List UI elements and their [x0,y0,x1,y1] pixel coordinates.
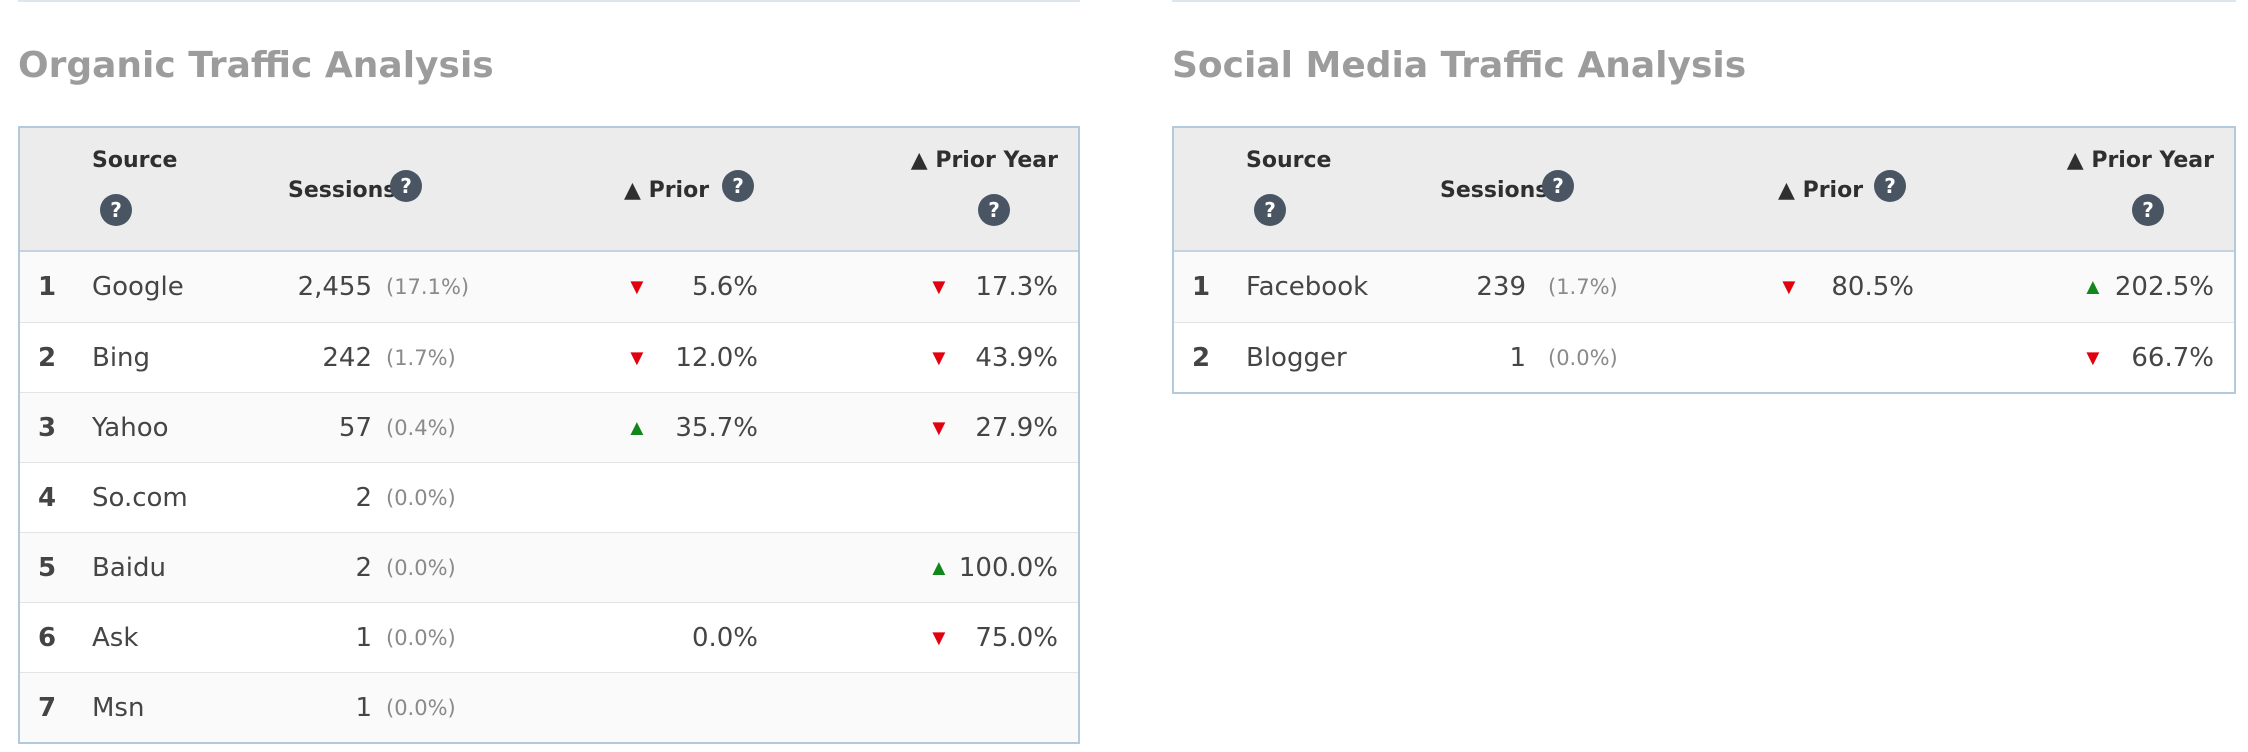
row-sessions: 57 [338,413,372,443]
trend-down-icon: ▼ [626,345,648,370]
row-sessions: 1 [355,693,372,723]
source-column-header[interactable]: Source [1246,148,1332,173]
organic-traffic-table: Source ? Sessions ? ▲ Prior ? ▲ Prior Ye… [18,126,1080,744]
table-row: 5 Baidu 2 (0.0%) ▲ 100.0% [20,532,1078,602]
row-prior-change: 5.6% [691,272,758,302]
prior-help-icon[interactable]: ? [722,170,754,202]
trend-down-icon: ▼ [928,415,950,440]
row-sessions-share: (0.0%) [1548,346,1618,370]
row-rank: 6 [38,623,57,653]
sessions-help-icon[interactable]: ? [390,170,422,202]
sessions-help-icon[interactable]: ? [1542,170,1574,202]
row-source-name[interactable]: Baidu [92,553,166,583]
row-rank: 2 [1192,343,1211,373]
prior-year-column-header[interactable]: ▲ Prior Year [2066,148,2214,173]
prior-year-column-header[interactable]: ▲ Prior Year [910,148,1058,173]
row-sessions: 1 [1509,343,1526,373]
row-sessions: 1 [355,623,372,653]
table-row: 2 Blogger 1 (0.0%) ▼ 66.7% [1174,322,2234,392]
row-source-name[interactable]: Google [92,272,184,302]
row-source-name[interactable]: Blogger [1246,343,1347,373]
table-header: Source ? Sessions ? ▲ Prior ? ▲ Prior Ye… [20,128,1078,252]
row-source-name[interactable]: So.com [92,483,188,513]
social-traffic-table: Source ? Sessions ? ▲ Prior ? ▲ Prior Ye… [1172,126,2236,394]
row-sessions-share: (0.0%) [386,626,456,650]
table-row: 6 Ask 1 (0.0%) 0.0% ▼ 75.0% [20,602,1078,672]
row-prior-year-change: 43.9% [975,343,1058,373]
row-source-name[interactable]: Ask [92,623,139,653]
trend-down-icon: ▼ [2082,345,2104,370]
trend-up-icon: ▲ [2082,274,2104,299]
trend-down-icon: ▼ [928,274,950,299]
row-prior-change: 80.5% [1831,272,1914,302]
table-row: 4 So.com 2 (0.0%) [20,462,1078,532]
table-row: 3 Yahoo 57 (0.4%) ▲ 35.7% ▼ 27.9% [20,392,1078,462]
sessions-column-header[interactable]: Sessions [288,178,397,203]
row-sessions: 242 [322,343,372,373]
row-prior-year-change: 75.0% [975,623,1058,653]
source-help-icon[interactable]: ? [1254,194,1286,226]
row-source-name[interactable]: Yahoo [92,413,169,443]
table-row: 7 Msn 1 (0.0%) [20,672,1078,742]
row-sessions-share: (0.0%) [386,556,456,580]
table-header: Source ? Sessions ? ▲ Prior ? ▲ Prior Ye… [1174,128,2234,252]
row-prior-change: 35.7% [675,413,758,443]
organic-traffic-panel: Organic Traffic Analysis Source ? Sessio… [18,0,1080,744]
row-sessions: 239 [1476,272,1526,302]
organic-table-body: 1 Google 2,455 (17.1%) ▼ 5.6% ▼ 17.3% 2 Bing 242 (1… [20,252,1078,742]
row-sessions-share: (17.1%) [386,275,470,299]
organic-panel-title: Organic Traffic Analysis [18,45,494,86]
trend-down-icon: ▼ [1778,274,1800,299]
row-sessions-share: (1.7%) [386,346,456,370]
sessions-column-header[interactable]: Sessions [1440,178,1549,203]
trend-up-icon: ▲ [626,415,648,440]
row-sessions-share: (0.0%) [386,696,456,720]
row-prior-change: 12.0% [675,343,758,373]
row-source-name[interactable]: Bing [92,343,151,373]
table-row: 1 Facebook 239 (1.7%) ▼ 80.5% ▲ 202.5% [1174,252,2234,322]
panel-divider [18,0,1080,2]
row-sessions: 2 [355,483,372,513]
row-rank: 2 [38,343,57,373]
prior-year-help-icon[interactable]: ? [978,194,1010,226]
trend-down-icon: ▼ [928,345,950,370]
row-sessions: 2,455 [297,272,372,302]
table-row: 1 Google 2,455 (17.1%) ▼ 5.6% ▼ 17.3% [20,252,1078,322]
row-prior-year-change: 202.5% [2114,272,2214,302]
row-rank: 1 [1192,272,1211,302]
row-prior-year-change: 66.7% [2131,343,2214,373]
trend-down-icon: ▼ [928,625,950,650]
row-prior-year-change: 17.3% [975,272,1058,302]
row-prior-year-change: 27.9% [975,413,1058,443]
prior-column-header[interactable]: ▲ Prior [1778,178,1864,203]
row-source-name[interactable]: Msn [92,693,145,723]
row-rank: 1 [38,272,57,302]
trend-up-icon: ▲ [928,555,950,580]
social-traffic-panel: Social Media Traffic Analysis Source ? S… [1172,0,2236,394]
row-prior-change: 0.0% [691,623,758,653]
row-sessions: 2 [355,553,372,583]
row-prior-year-change: 100.0% [958,553,1058,583]
row-sessions-share: (1.7%) [1548,275,1618,299]
row-sessions-share: (0.0%) [386,486,456,510]
table-row: 2 Bing 242 (1.7%) ▼ 12.0% ▼ 43.9% [20,322,1078,392]
row-rank: 3 [38,413,57,443]
source-help-icon[interactable]: ? [100,194,132,226]
prior-help-icon[interactable]: ? [1874,170,1906,202]
row-sessions-share: (0.4%) [386,416,456,440]
social-panel-title: Social Media Traffic Analysis [1172,45,1747,86]
panel-divider [1172,0,2236,2]
trend-down-icon: ▼ [626,274,648,299]
row-rank: 4 [38,483,57,513]
row-source-name[interactable]: Facebook [1246,272,1369,302]
prior-year-help-icon[interactable]: ? [2132,194,2164,226]
row-rank: 5 [38,553,57,583]
prior-column-header[interactable]: ▲ Prior [624,178,710,203]
row-rank: 7 [38,693,57,723]
social-table-body: 1 Facebook 239 (1.7%) ▼ 80.5% ▲ 202.5% 2 Blogger 1… [1174,252,2234,392]
source-column-header[interactable]: Source [92,148,178,173]
